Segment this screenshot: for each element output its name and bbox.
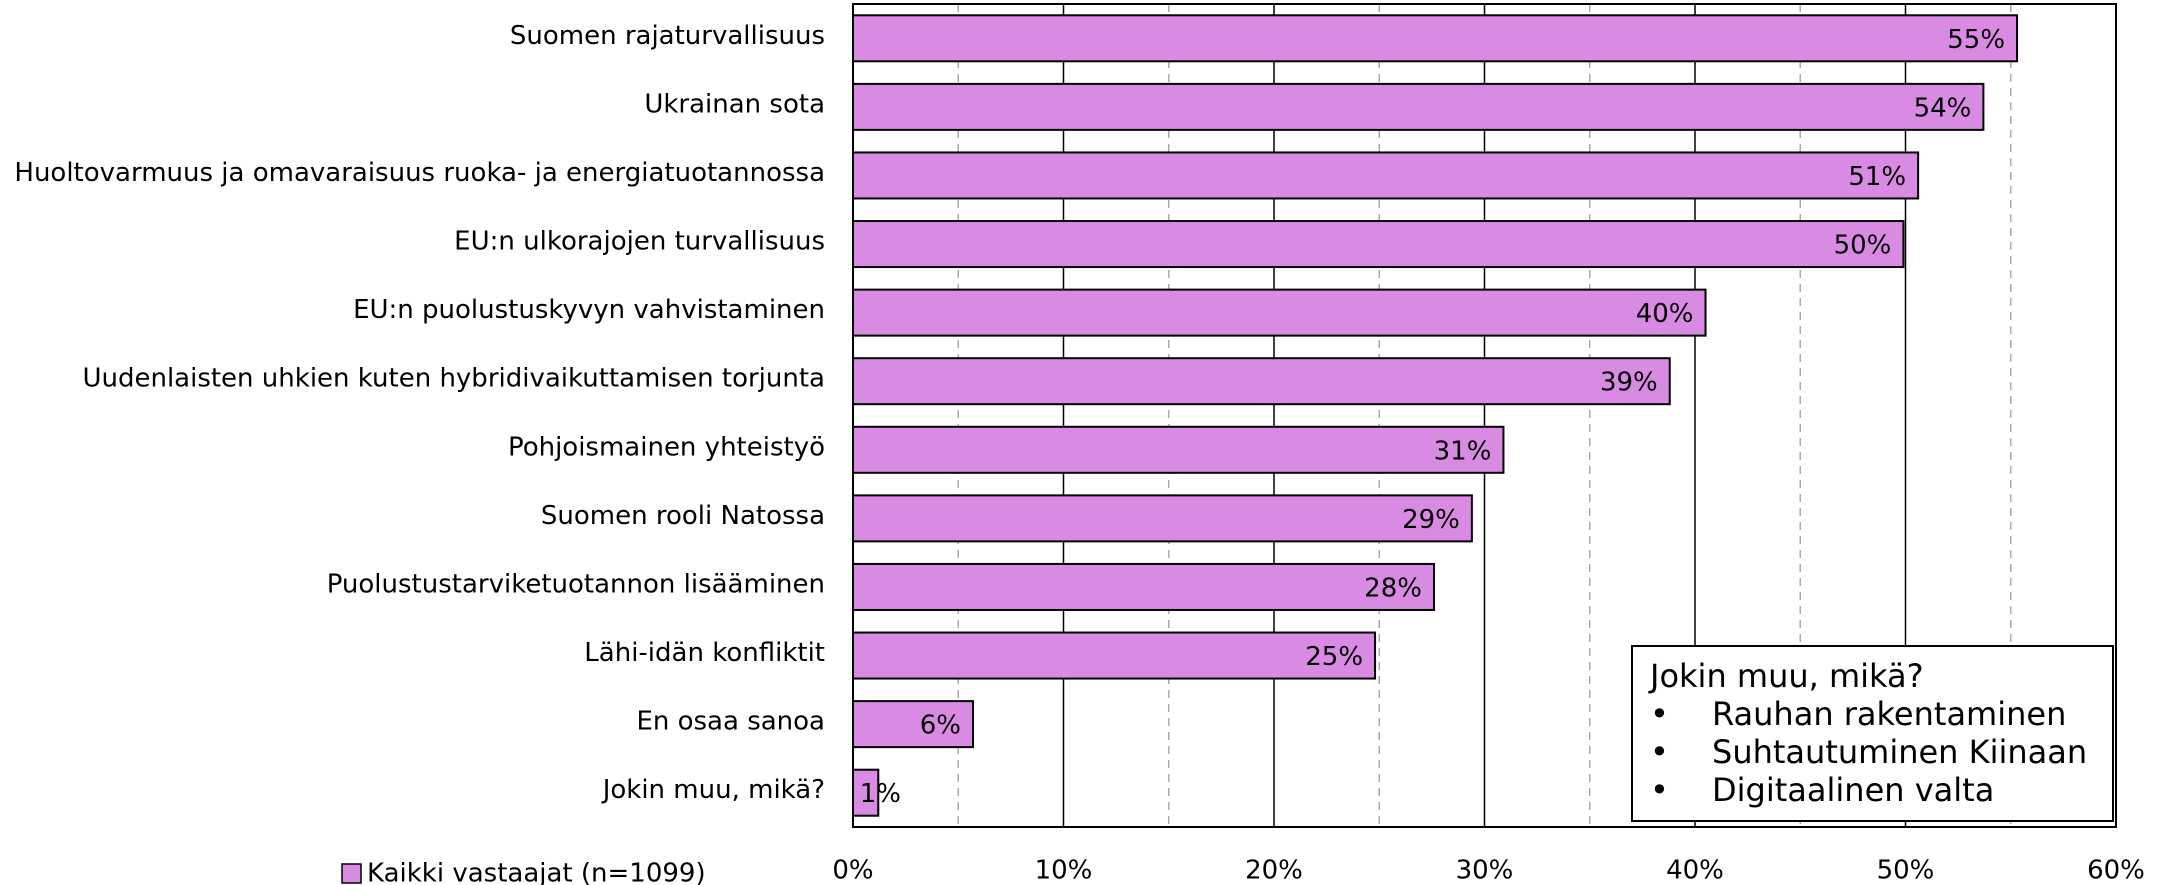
x-tick-label: 0%	[832, 856, 873, 885]
value-label: 40%	[1636, 299, 1694, 329]
annotation-item: Suhtautuminen Kiinaan	[1712, 733, 2087, 771]
bar	[852, 357, 1671, 406]
value-label: 25%	[1305, 642, 1363, 672]
y-tick-label: Huoltovarmuus ja omavaraisuus ruoka- ja …	[14, 158, 825, 188]
value-label: 28%	[1364, 573, 1422, 603]
y-tick-label: Ukrainan sota	[644, 89, 825, 119]
x-tick-label: 20%	[1245, 856, 1303, 885]
bar	[852, 14, 2019, 63]
y-tick-label: Uudenlaisten uhkien kuten hybridivaikutt…	[82, 364, 825, 394]
annotation-item: Rauhan rakentaminen	[1712, 695, 2066, 733]
bullet: •	[1650, 771, 1669, 809]
annotation-title: Jokin muu, mikä?	[1648, 657, 1924, 695]
x-tick-label: 10%	[1035, 856, 1093, 885]
bar	[852, 700, 974, 749]
value-label: 51%	[1848, 162, 1906, 192]
y-tick-label: Jokin muu, mikä?	[601, 775, 825, 805]
bar	[852, 220, 1905, 269]
plot-frame	[852, 3, 2117, 828]
annotation-item: Digitaalinen valta	[1712, 771, 1994, 809]
bar	[852, 288, 1707, 337]
bar	[852, 151, 1920, 200]
annotation-box	[1631, 645, 2114, 822]
y-tick-label: Suomen rajaturvallisuus	[510, 21, 825, 51]
legend-label: Kaikki vastaajat (n=1099)	[367, 859, 706, 885]
y-tick-label: Lähi-idän konfliktit	[584, 638, 825, 668]
bar	[852, 562, 1435, 611]
value-label: 31%	[1434, 436, 1492, 466]
x-tick-label: 30%	[1456, 856, 1514, 885]
x-tick-label: 60%	[2087, 856, 2145, 885]
y-tick-label: Pohjoismainen yhteistyö	[508, 432, 825, 462]
value-label: 54%	[1914, 93, 1972, 123]
bar	[852, 768, 880, 817]
bar	[852, 425, 1505, 474]
y-tick-label: EU:n puolustuskyvyn vahvistaminen	[353, 295, 825, 325]
value-label: 1%	[860, 779, 901, 809]
bar	[852, 82, 1985, 131]
x-tick-label: 50%	[1877, 856, 1935, 885]
y-tick-label: En osaa sanoa	[636, 707, 825, 737]
y-tick-label: Suomen rooli Natossa	[541, 501, 825, 531]
bullet: •	[1650, 733, 1669, 771]
bar	[852, 494, 1473, 543]
value-label: 55%	[1947, 25, 2005, 55]
value-label: 6%	[920, 711, 961, 741]
y-tick-label: Puolustustarviketuotannon lisääminen	[327, 569, 825, 599]
legend-swatch	[341, 863, 362, 884]
bullet: •	[1650, 695, 1669, 733]
x-tick-label: 40%	[1666, 856, 1724, 885]
value-label: 39%	[1600, 368, 1658, 398]
y-tick-label: EU:n ulkorajojen turvallisuus	[454, 227, 825, 257]
value-label: 29%	[1402, 505, 1460, 535]
value-label: 50%	[1834, 231, 1892, 261]
bar	[852, 631, 1377, 680]
